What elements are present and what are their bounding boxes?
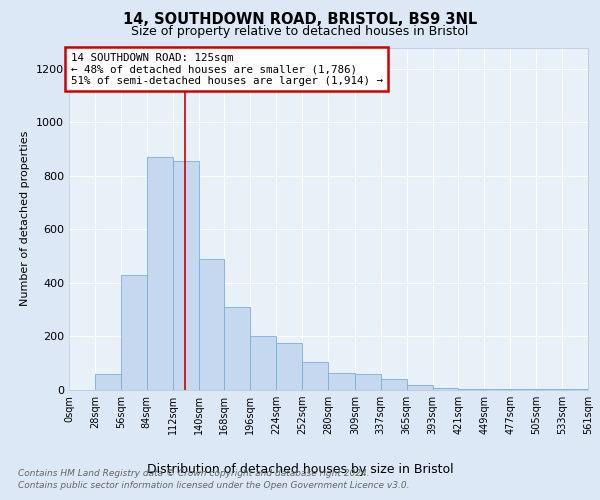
Bar (276, 343, 302, 390)
Bar (484, 388, 510, 390)
Bar (224, 307, 250, 390)
Text: Size of property relative to detached houses in Bristol: Size of property relative to detached ho… (131, 25, 469, 38)
Text: Distribution of detached houses by size in Bristol: Distribution of detached houses by size … (146, 462, 454, 475)
Bar (121, 275, 147, 390)
Bar (199, 259, 224, 390)
Bar (147, 157, 173, 390)
Text: 14 SOUTHDOWN ROAD: 125sqm
← 48% of detached houses are smaller (1,786)
51% of se: 14 SOUTHDOWN ROAD: 125sqm ← 48% of detac… (71, 53, 383, 86)
Bar (250, 336, 276, 390)
Bar (381, 380, 407, 390)
Bar (458, 388, 484, 390)
Y-axis label: Number of detached properties: Number of detached properties (20, 131, 31, 306)
Bar (328, 372, 355, 390)
Text: 14, SOUTHDOWN ROAD, BRISTOL, BS9 3NL: 14, SOUTHDOWN ROAD, BRISTOL, BS9 3NL (123, 12, 477, 28)
Bar (407, 384, 433, 390)
Bar (173, 161, 199, 390)
Bar (433, 388, 458, 390)
Bar (302, 362, 328, 390)
Text: Contains public sector information licensed under the Open Government Licence v3: Contains public sector information licen… (18, 481, 409, 490)
Text: Contains HM Land Registry data © Crown copyright and database right 2024.: Contains HM Land Registry data © Crown c… (18, 468, 370, 477)
Bar (95, 374, 121, 390)
Bar (355, 374, 381, 390)
